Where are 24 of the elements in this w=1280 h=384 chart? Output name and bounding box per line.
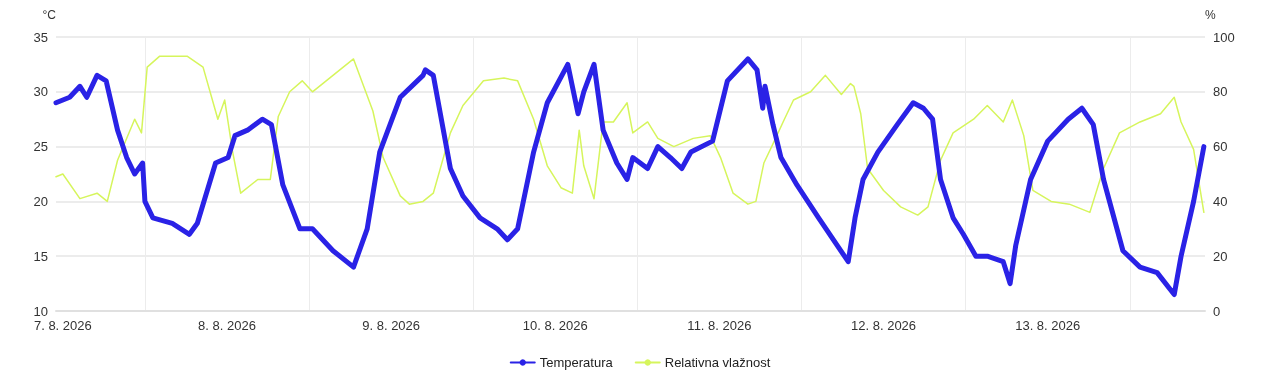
y-tick-label: 35 [33,29,48,45]
y2-tick-label: 20 [1213,248,1228,264]
y2-axis-title: % [1205,8,1216,22]
y-tick-label: 25 [33,139,48,155]
y2-tick-label: 60 [1213,139,1228,155]
y2-tick-label: 80 [1213,84,1228,100]
y2-tick-label: 40 [1213,193,1228,209]
y-tick-label: 10 [33,303,48,319]
y-tick-label: 20 [33,193,48,209]
line-series [55,55,1205,216]
y-axis-title: °C [42,8,57,22]
x-tick-label: 11. 8. 2026 [687,318,752,333]
legend-label: Temperatura [539,355,614,370]
y2-tick-label: 100 [1213,29,1235,45]
y2-tick-label: 0 [1213,303,1221,319]
y-tick-label: 30 [33,84,48,100]
x-tick-label: 10. 8. 2026 [522,318,588,333]
y-tick-label: 15 [33,248,48,264]
x-tick-label: 8. 8. 2026 [198,318,256,333]
x-tick-label: 7. 8. 2026 [33,318,92,333]
x-tick-label: 12. 8. 2026 [851,318,917,333]
x-tick-label: 13. 8. 2026 [1015,318,1081,333]
legend-label: Relativna vlažnost [664,355,771,370]
x-tick-label: 9. 8. 2026 [362,318,421,333]
